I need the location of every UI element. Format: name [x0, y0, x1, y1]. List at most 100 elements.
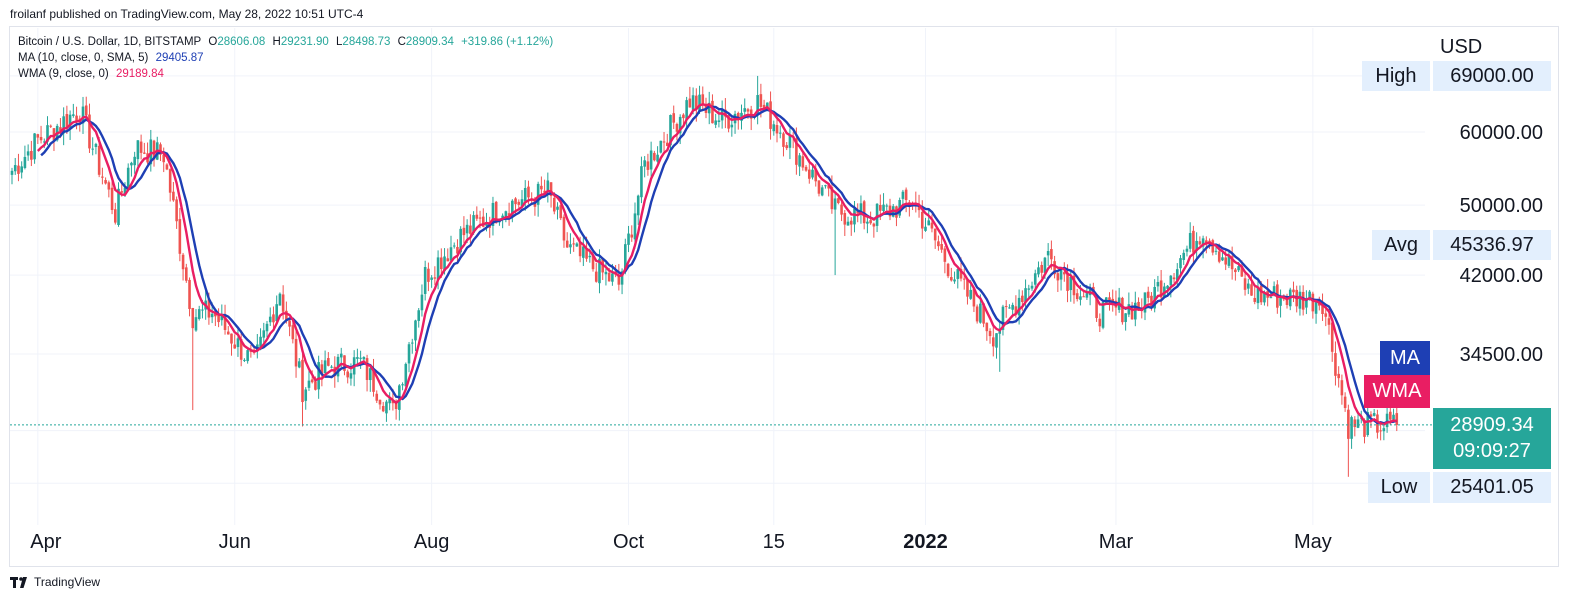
low-label-tag: Low: [1368, 472, 1430, 503]
candle: [243, 358, 246, 363]
candle: [798, 152, 801, 177]
candle: [843, 210, 847, 237]
candle: [1305, 290, 1308, 315]
candle: [1234, 267, 1237, 281]
candle: [185, 263, 188, 283]
candle: [772, 120, 776, 136]
candle: [672, 105, 676, 130]
candle: [562, 214, 566, 248]
candle: [1185, 245, 1189, 257]
candle: [1198, 236, 1202, 246]
candle: [1347, 404, 1350, 477]
candle: [462, 216, 466, 244]
candle: [1205, 236, 1208, 254]
candle: [1253, 286, 1257, 305]
candle: [268, 307, 272, 326]
legend-wma-label: WMA (9, close, 0): [18, 68, 109, 80]
wma-line: [36, 103, 1398, 426]
legend-c-value: 28909.34: [405, 36, 454, 48]
price-tick-label: 42000.00: [1460, 265, 1543, 287]
candle: [20, 161, 23, 179]
candle: [1046, 243, 1050, 266]
candle: [33, 133, 36, 164]
candle: [181, 252, 185, 281]
candle: [866, 217, 869, 234]
candle: [404, 362, 408, 388]
candle: [381, 401, 385, 413]
candle: [356, 348, 359, 366]
candle: [1037, 261, 1040, 278]
time-tick-label: Jun: [219, 531, 251, 553]
legend-c-label: C: [397, 36, 406, 48]
candle: [908, 200, 911, 217]
chart-legend: Bitcoin / U.S. Dollar, 1D, BITSTAMP O286…: [18, 34, 557, 82]
publish-line: froilanf published on TradingView.com, M…: [10, 7, 364, 21]
candle: [950, 267, 953, 282]
candle: [1004, 300, 1008, 318]
candle: [820, 185, 824, 197]
candle: [811, 164, 814, 180]
candle: [653, 150, 656, 162]
footer[interactable]: TradingView: [10, 575, 100, 589]
candle: [84, 96, 88, 119]
candle: [1124, 313, 1127, 331]
candle: [956, 267, 960, 289]
candle: [846, 216, 850, 226]
legend-wma-row[interactable]: WMA (9, close, 0) 29189.84: [18, 66, 557, 82]
candle: [1121, 296, 1124, 325]
candle: [785, 142, 788, 151]
candle: [856, 203, 860, 223]
candle: [449, 235, 453, 263]
candle: [1062, 262, 1066, 282]
candle: [646, 153, 650, 176]
candle: [601, 257, 605, 280]
candle: [278, 292, 282, 306]
legend-ma-row[interactable]: MA (10, close, 0, SMA, 5) 29405.87: [18, 50, 557, 66]
candle: [743, 98, 747, 118]
legend-change: +319.86 (+1.12%): [461, 36, 554, 48]
candle: [62, 107, 65, 146]
candle: [1337, 366, 1340, 388]
candle: [636, 194, 640, 225]
candle: [1256, 277, 1260, 310]
candle: [446, 248, 450, 262]
candle: [1182, 249, 1186, 265]
candle: [1343, 392, 1347, 412]
candle: [833, 192, 837, 276]
candle: [1211, 238, 1215, 256]
candle: [301, 349, 304, 427]
candle: [104, 177, 107, 185]
candle: [885, 203, 889, 211]
candle: [995, 333, 998, 359]
candle: [49, 124, 53, 129]
time-axis[interactable]: Apr Jun Aug Oct 15 2022 Mar May: [30, 531, 1331, 553]
candle: [914, 191, 918, 213]
candle: [172, 181, 175, 202]
candle: [91, 137, 94, 156]
candle: [991, 326, 995, 357]
candle: [1201, 235, 1205, 259]
candle: [714, 113, 717, 129]
candle: [113, 202, 117, 225]
candle: [749, 105, 753, 131]
candle: [1356, 413, 1360, 429]
candle: [297, 358, 301, 369]
candle: [456, 239, 459, 265]
candle: [126, 163, 130, 191]
ma-line: [40, 104, 1398, 425]
legend-ma-value: 29405.87: [155, 52, 204, 64]
high-value-tag: 69000.00: [1433, 61, 1551, 91]
candle: [317, 355, 320, 399]
legend-symbol[interactable]: Bitcoin / U.S. Dollar, 1D, BITSTAMP: [18, 36, 202, 48]
candle: [23, 145, 27, 170]
candle: [782, 131, 785, 157]
candle: [117, 182, 120, 227]
candle: [423, 260, 427, 301]
price-axis[interactable]: USD 60000.00 50000.00 42000.00 34500.00: [1440, 36, 1543, 366]
candle: [165, 163, 169, 171]
candle: [656, 146, 659, 163]
candle: [130, 161, 133, 177]
candle: [1098, 313, 1102, 333]
candle: [146, 142, 149, 165]
